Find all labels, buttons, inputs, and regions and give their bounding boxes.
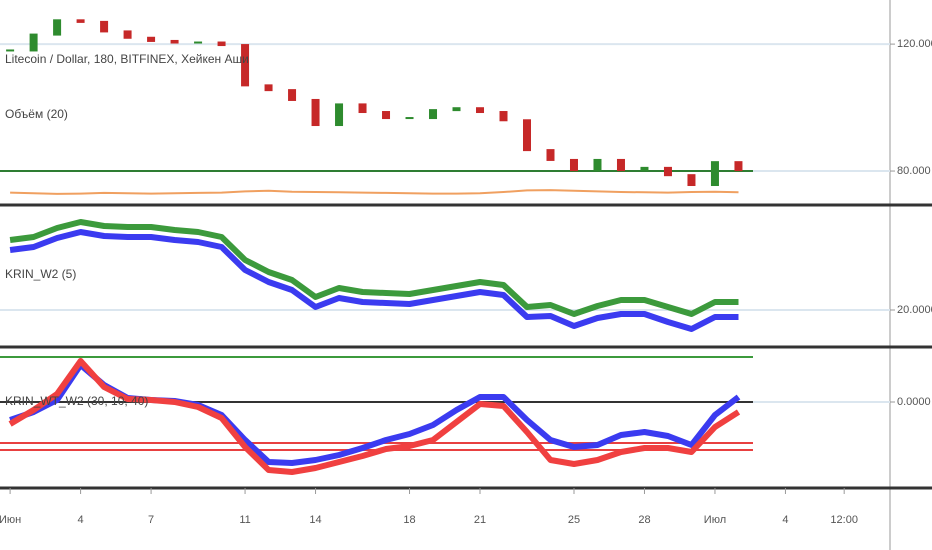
candle <box>170 39 179 44</box>
x-tick-label: Июн <box>0 514 21 526</box>
y-tick-label: 0.0000 <box>897 396 931 408</box>
candle <box>687 174 696 187</box>
candle <box>569 158 578 172</box>
candle <box>311 98 320 127</box>
x-tick-label: 4 <box>782 514 788 526</box>
candle <box>76 19 85 23</box>
x-tick-label: 14 <box>309 514 321 526</box>
candle <box>499 111 508 122</box>
candle <box>429 109 438 120</box>
candle <box>522 119 531 152</box>
candle <box>734 161 743 172</box>
pane-title: KRIN_WT_W2 (30, 10, 40) <box>5 394 148 408</box>
series-line <box>10 189 739 195</box>
candle <box>710 161 719 187</box>
candle <box>335 103 344 127</box>
y-tick-label: 80.000 <box>897 165 931 177</box>
candle <box>53 19 62 36</box>
candle <box>405 117 414 120</box>
y-tick-label: 20.0000 <box>897 304 932 316</box>
x-tick-label: Июл <box>704 514 726 526</box>
candle <box>6 49 15 52</box>
candle <box>217 41 226 47</box>
candle <box>194 41 203 44</box>
pane-title: KRIN_W2 (5) <box>5 267 76 281</box>
candle <box>264 84 273 92</box>
candle <box>593 158 602 172</box>
legend-entry: Объём (20) <box>5 107 68 121</box>
series-line <box>9 229 739 332</box>
x-tick-label: 28 <box>638 514 650 526</box>
x-tick-label: 7 <box>148 514 154 526</box>
x-tick-label: 12:00 <box>830 514 858 526</box>
y-tick-label: 120.000 <box>897 38 932 50</box>
candle <box>241 44 250 87</box>
x-tick-label: 25 <box>568 514 580 526</box>
candle <box>663 166 672 177</box>
pane-title: Litecoin / Dollar, 180, BITFINEX, Хейкен… <box>5 52 249 66</box>
candle <box>288 89 297 101</box>
candle <box>382 111 391 120</box>
candle <box>452 107 461 112</box>
candle <box>616 158 625 172</box>
candle <box>147 36 156 42</box>
series-line <box>9 219 739 317</box>
candle <box>640 166 649 172</box>
x-tick-label: 21 <box>474 514 486 526</box>
series-line <box>8 358 741 475</box>
candle <box>546 149 555 161</box>
candle <box>476 107 485 114</box>
candle <box>29 33 38 52</box>
candle <box>100 20 109 33</box>
x-tick-label: 4 <box>78 514 84 526</box>
x-tick-label: 18 <box>403 514 415 526</box>
candle <box>358 103 367 114</box>
x-tick-label: 11 <box>239 514 250 526</box>
candle <box>123 30 132 39</box>
